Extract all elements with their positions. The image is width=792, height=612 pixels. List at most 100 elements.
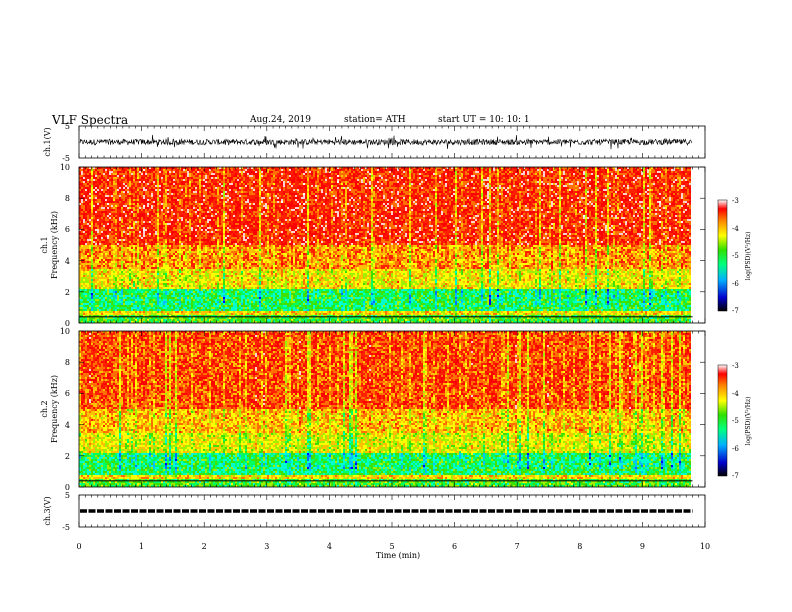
ch1-spectrogram-cell <box>449 203 451 205</box>
ch1-spectrogram-cell <box>237 197 239 199</box>
ch1-spectrogram-cell <box>113 171 117 173</box>
ch1-spectrogram-cell <box>489 173 497 175</box>
ch1-spectrogram-cell <box>217 197 221 199</box>
ch1-spectrogram-cell <box>227 199 229 201</box>
ch1-spectrogram-cell <box>263 205 267 207</box>
ch1-spectrogram-cell <box>307 199 309 201</box>
ch1-spectrogram-cell <box>601 193 603 195</box>
ch1-spectrogram-cell <box>443 187 445 189</box>
ch1-spectrogram-cell <box>397 175 399 177</box>
ch1-spectrogram-cell <box>285 173 289 175</box>
ch1-spectrogram-cell <box>501 195 503 197</box>
ch1-spectrogram-cell <box>509 179 511 181</box>
ch1-spectrogram-cell <box>377 203 381 205</box>
ch1-spectrogram-cell <box>145 187 147 189</box>
ch1-spectrogram-cell <box>167 173 169 175</box>
ch1-spectrogram-cell <box>315 195 317 197</box>
ch1-spectrogram-cell <box>243 193 249 195</box>
ch1-spectrogram-cell <box>453 199 455 201</box>
ch1-spectrogram-cell <box>449 187 451 189</box>
ch1-spectrogram-cell <box>487 173 489 175</box>
ch1-spectrogram-cell <box>633 173 635 175</box>
ch1-spectrogram-cell <box>305 199 307 201</box>
ch1-spectrogram-cell <box>371 185 373 187</box>
ch1-spectrogram-cell <box>477 185 481 187</box>
ch1-spectrogram-cell <box>643 193 645 195</box>
ch1-spectrogram-cell <box>169 185 171 187</box>
ch1-spectrogram-cell <box>139 171 141 173</box>
ch1-spectrogram-cell <box>165 181 167 183</box>
ch1-spectrogram-cell <box>649 169 651 171</box>
ch1-spectrogram-cell <box>309 185 311 187</box>
ch1-spectrogram-cell <box>593 169 595 171</box>
ch1-spectrogram-cell <box>259 197 261 199</box>
ch1-spectrogram-cell <box>163 199 165 201</box>
ch1-spectrogram-cell <box>247 187 249 189</box>
ch1-spectrogram-cell <box>573 189 575 191</box>
ch1-spectrogram-cell <box>125 189 129 191</box>
ch1-spectrogram-cell <box>363 205 365 207</box>
ch1-spectrogram-cell <box>179 191 181 193</box>
ch1-spectrogram-cell <box>327 205 331 207</box>
ch1-spectrogram-cell <box>495 183 497 185</box>
ch1-spectrogram-cell <box>561 175 563 177</box>
ch1-spectrogram-cell <box>413 173 415 175</box>
ch1-spectrogram-cell <box>177 189 181 191</box>
ch1-spectrogram-cell <box>365 191 367 193</box>
ch1-spectrogram-cell <box>287 199 291 201</box>
ch1-spectrogram-cell <box>219 175 223 177</box>
ch1-spectrogram-cell <box>97 177 99 179</box>
ch1-spectrogram-cell <box>597 183 599 185</box>
ch1-spectrogram-cell <box>133 175 135 177</box>
ch1-spectrogram-cell <box>567 173 569 175</box>
ch1-spectrogram-cell <box>277 197 279 199</box>
ch1-spectrogram-cell <box>145 177 147 179</box>
ch1-spectrogram-cell <box>285 171 287 173</box>
ch1-spectrogram-cell <box>287 187 291 189</box>
ch1-spectrogram-cell <box>661 193 663 195</box>
ch1-spectrogram-cell <box>533 171 535 173</box>
ch1-spectrogram-cell <box>387 185 389 187</box>
ch1-spectrogram-cell <box>307 171 309 173</box>
ch1-spectrogram-cell <box>503 187 505 189</box>
ch1-spectrogram-cell <box>299 169 301 171</box>
ch1-spectrogram-cell <box>85 177 89 179</box>
ch1-spectrogram-cell <box>83 177 85 179</box>
ch1-spectrogram-cell <box>509 183 511 185</box>
ch1-spectrogram-cell <box>105 177 107 179</box>
ch1-spectrogram-cell <box>227 191 231 193</box>
ch1-spectrogram-cell <box>475 175 477 177</box>
ch1-spectrogram-cell <box>153 171 155 173</box>
ch1-spectrogram-cell <box>689 203 691 205</box>
ch1-spectrogram-cell <box>539 191 541 193</box>
ch1-spectrogram-cell <box>329 191 331 193</box>
ch1-spectrogram-cell <box>435 201 437 203</box>
ch1-spectrogram-cell <box>643 197 647 199</box>
ch1-spectrogram-cell <box>621 195 625 197</box>
ch1-spectrogram-cell <box>669 169 671 171</box>
ch1-spectrogram-cell <box>661 179 665 181</box>
ch1-spectrogram-cell <box>569 199 571 201</box>
ch1-spectrogram-cell <box>271 181 273 183</box>
ch1-spectrogram-cell <box>91 189 93 191</box>
ch1-spectrogram-cell <box>651 171 655 173</box>
ch1-spectrogram-cell <box>157 171 159 173</box>
ch1-spectrogram-cell <box>651 175 653 177</box>
ch1-spectrogram-cell <box>267 197 269 199</box>
ch1-spectrogram-cell <box>177 191 179 193</box>
ch1-spectrogram-cell <box>221 205 223 207</box>
ch1-spectrogram-cell <box>567 177 569 179</box>
ch1-spectrogram-cell <box>315 199 317 201</box>
ch1-spectrogram-cell <box>167 189 169 191</box>
ch1-spectrogram-cell <box>681 183 683 185</box>
ch1-spectrogram-cell <box>103 177 105 179</box>
ch1-spectrogram-cell <box>653 191 657 193</box>
ch1-spectrogram-cell <box>211 177 213 179</box>
ch1-spectrogram-cell <box>413 203 415 205</box>
ch1-spectrogram-cell <box>353 201 357 203</box>
ch1-spectrogram-cell <box>219 171 223 173</box>
ch1-spectrogram-cell <box>499 189 501 191</box>
ch1-spectrogram-cell <box>293 183 295 185</box>
ch1-spectrogram-cell <box>497 191 503 193</box>
ch1-spectrogram-cell <box>371 177 373 179</box>
